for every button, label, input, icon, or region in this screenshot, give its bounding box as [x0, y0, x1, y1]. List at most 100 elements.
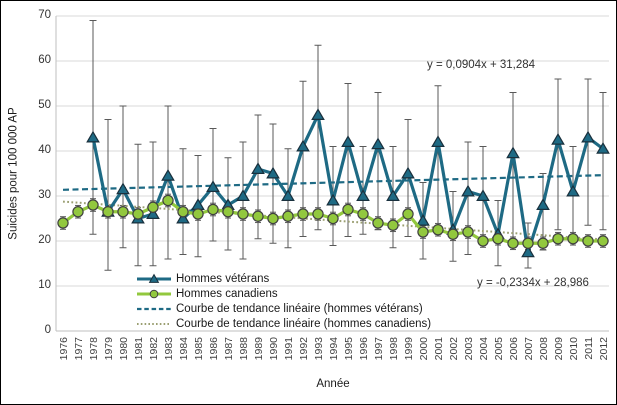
x-axis-tick-label: 1976 — [58, 337, 70, 361]
x-axis-tick-label: 2007 — [523, 337, 535, 361]
x-axis-tick-labels: 1976 1977 1978 1979 1980 1981 1982 1983 1984 1985… — [58, 337, 610, 361]
x-axis-tick-label: 1986 — [208, 337, 220, 361]
y-axis-title: Suicides pour 100 000 AP — [7, 107, 20, 240]
canadians-marker — [207, 203, 219, 216]
veterans-marker — [551, 132, 565, 145]
x-axis-tick-label: 1998 — [388, 337, 400, 361]
legend-sample-solid-triangle-icon — [137, 273, 171, 283]
veterans-marker — [236, 189, 250, 201]
canadians-trend-line — [62, 200, 604, 241]
canadians-marker — [237, 208, 249, 220]
veterans-marker — [431, 135, 445, 147]
veterans-marker — [581, 130, 595, 143]
canadians-marker — [72, 206, 84, 218]
x-axis-tick-label: 2002 — [448, 337, 460, 361]
veterans-marker — [146, 207, 160, 219]
veterans-marker — [401, 166, 415, 179]
legend-sample-solid-circle-icon — [137, 289, 171, 298]
legend-sample-dashed-icon — [137, 307, 171, 310]
canadians-marker — [537, 237, 549, 249]
x-axis-title: Année — [316, 378, 350, 390]
x-axis-tick-label: 1992 — [298, 337, 310, 361]
veterans-marker — [176, 211, 190, 224]
legend-label: Courbe de tendance linéaire (hommes cana… — [176, 317, 432, 330]
x-axis-tick-label: 1987 — [223, 337, 235, 361]
legend-label: Hommes canadiens — [176, 287, 278, 300]
legend-sample-dotted-icon — [137, 322, 171, 325]
canadians-marker — [312, 208, 324, 220]
veterans-marker — [566, 184, 580, 197]
veterans-marker — [521, 245, 535, 258]
canadians-marker — [57, 217, 69, 229]
canadians-marker — [387, 219, 399, 231]
canadians-marker — [222, 206, 234, 218]
canadians-marker — [132, 208, 144, 220]
canadians-marker — [417, 226, 429, 238]
veterans-marker — [206, 180, 220, 192]
legend-row: Hommes vétérans — [137, 271, 431, 286]
x-axis-tick-label: 2000 — [418, 337, 430, 361]
veterans-marker — [371, 137, 385, 150]
canadians-trend-equation: y = -0,2334x + 28,986 — [477, 277, 589, 289]
x-axis-tick-label: 1985 — [193, 337, 205, 361]
x-axis-tick-label: 2003 — [463, 337, 475, 361]
veterans-marker — [311, 108, 325, 120]
y-axis-tick-label: 40 — [38, 144, 51, 156]
x-axis-tick-label: 2012 — [598, 337, 610, 361]
x-axis-tick-label: 1980 — [118, 337, 130, 361]
x-axis-tick-label: 2008 — [538, 337, 550, 361]
x-axis-tick-label: 2006 — [508, 337, 520, 361]
canadians-marker — [597, 235, 609, 247]
legend-label: Courbe de tendance linéaire (hommes vété… — [176, 302, 423, 315]
x-axis-tick-label: 2010 — [568, 337, 580, 361]
x-axis-tick-label: 1978 — [88, 337, 100, 361]
y-axis-tick-label: 20 — [38, 234, 51, 246]
canadians-marker — [372, 217, 384, 229]
canadians-marker — [567, 233, 579, 245]
x-axis-tick-label: 1993 — [313, 337, 325, 361]
y-axis-tick-label: 10 — [38, 279, 51, 291]
x-axis-tick-label: 1994 — [328, 337, 340, 361]
y-axis-tick-label: 0 — [44, 324, 51, 336]
veterans-marker — [281, 189, 295, 201]
canadians-markers — [57, 194, 609, 249]
canadians-marker — [552, 233, 564, 245]
veterans-marker — [461, 184, 475, 197]
canadians-marker — [297, 208, 309, 220]
x-axis-tick-label: 1979 — [103, 337, 115, 361]
canadians-marker — [522, 237, 534, 249]
veterans-marker — [536, 198, 550, 210]
x-axis-tick-label: 2004 — [478, 337, 490, 361]
veterans-marker — [416, 213, 430, 226]
canadians-marker — [117, 206, 129, 218]
veterans-marker — [86, 130, 100, 143]
x-axis-tick-label: 2001 — [433, 337, 445, 361]
canadians-marker — [342, 203, 354, 216]
canadians-marker — [267, 212, 279, 225]
veterans-marker — [476, 189, 490, 201]
legend-row: Courbe de tendance linéaire (hommes vété… — [137, 301, 431, 316]
x-axis-tick-label: 1988 — [238, 337, 250, 361]
x-axis-tick-label: 1999 — [403, 337, 415, 361]
canadians-marker — [507, 237, 519, 249]
veterans-marker — [266, 166, 280, 179]
veterans-marker — [506, 146, 520, 159]
veterans-marker — [386, 189, 400, 201]
canadians-marker — [432, 224, 444, 236]
x-axis-tick-label: 2005 — [493, 337, 505, 361]
canadians-marker — [252, 210, 264, 222]
y-axis-tick-label: 50 — [38, 99, 51, 111]
x-axis-tick-label: 1977 — [73, 337, 85, 361]
canadians-marker — [87, 199, 99, 211]
canadians-marker — [147, 201, 159, 213]
x-axis-tick-label: 1997 — [373, 337, 385, 361]
veterans-marker — [161, 168, 175, 181]
veterans-marker — [596, 141, 610, 154]
veterans-trend-equation: y = 0,0904x + 31,284 — [427, 59, 536, 71]
y-axis-tick-label: 70 — [38, 9, 51, 21]
x-axis-tick-label: 1982 — [148, 337, 160, 361]
x-axis-tick-label: 1983 — [163, 337, 175, 361]
x-axis-tick-label: 1984 — [178, 337, 190, 361]
canadians-marker — [477, 235, 489, 247]
